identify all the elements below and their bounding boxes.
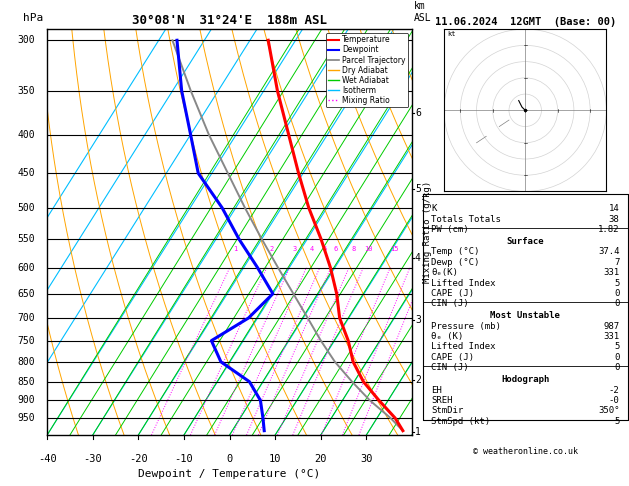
Text: Totals Totals: Totals Totals (431, 215, 501, 224)
Text: Dewpoint / Temperature (°C): Dewpoint / Temperature (°C) (138, 469, 321, 480)
Text: 1: 1 (415, 427, 421, 437)
Text: 2: 2 (270, 246, 274, 252)
Text: 6: 6 (415, 108, 421, 119)
Text: 11.06.2024  12GMT  (Base: 00): 11.06.2024 12GMT (Base: 00) (435, 17, 616, 27)
Text: PW (cm): PW (cm) (431, 225, 469, 234)
Text: 0: 0 (614, 363, 620, 372)
Text: -20: -20 (129, 454, 148, 465)
Text: θₑ(K): θₑ(K) (431, 268, 458, 277)
Text: km
ASL: km ASL (414, 1, 431, 23)
Text: Temp (°C): Temp (°C) (431, 247, 479, 257)
Text: 987: 987 (603, 322, 620, 330)
Text: 4: 4 (415, 253, 421, 262)
Text: 4: 4 (309, 246, 313, 252)
Text: Lifted Index: Lifted Index (431, 343, 496, 351)
Text: θₑ (K): θₑ (K) (431, 332, 463, 341)
Text: CIN (J): CIN (J) (431, 363, 469, 372)
Text: Lifted Index: Lifted Index (431, 278, 496, 288)
Text: 5: 5 (614, 278, 620, 288)
Text: 30°08'N  31°24'E  188m ASL: 30°08'N 31°24'E 188m ASL (132, 14, 327, 27)
Text: -30: -30 (84, 454, 102, 465)
Text: Hodograph: Hodograph (501, 375, 549, 384)
Text: 600: 600 (18, 262, 35, 273)
Text: Dewp (°C): Dewp (°C) (431, 258, 479, 267)
Text: 300: 300 (18, 35, 35, 45)
Text: 900: 900 (18, 396, 35, 405)
Text: 7: 7 (614, 258, 620, 267)
Text: kt: kt (447, 31, 456, 36)
Text: hPa: hPa (23, 13, 43, 23)
Text: 350: 350 (18, 86, 35, 96)
Text: 8: 8 (352, 246, 356, 252)
Text: 14: 14 (609, 204, 620, 213)
Text: 1: 1 (233, 246, 237, 252)
Text: 0: 0 (226, 454, 233, 465)
Text: 15: 15 (391, 246, 399, 252)
Text: K: K (431, 204, 437, 213)
Text: -40: -40 (38, 454, 57, 465)
Text: 2: 2 (415, 375, 421, 385)
Text: 350°: 350° (598, 406, 620, 416)
Text: 950: 950 (18, 413, 35, 423)
Text: -10: -10 (175, 454, 193, 465)
Text: 0: 0 (614, 289, 620, 298)
Text: EH: EH (431, 385, 442, 395)
Text: CAPE (J): CAPE (J) (431, 353, 474, 362)
Text: 38: 38 (609, 215, 620, 224)
Text: StmSpd (kt): StmSpd (kt) (431, 417, 490, 426)
Text: 5: 5 (323, 246, 327, 252)
Text: 0: 0 (614, 353, 620, 362)
Text: 30: 30 (360, 454, 372, 465)
Text: StmDir: StmDir (431, 406, 463, 416)
Text: © weatheronline.co.uk: © weatheronline.co.uk (473, 447, 577, 456)
Text: 750: 750 (18, 336, 35, 346)
Text: -2: -2 (609, 385, 620, 395)
Text: 700: 700 (18, 313, 35, 323)
Text: 800: 800 (18, 357, 35, 367)
Text: 3: 3 (292, 246, 297, 252)
Text: CAPE (J): CAPE (J) (431, 289, 474, 298)
Text: Pressure (mb): Pressure (mb) (431, 322, 501, 330)
Text: 5: 5 (614, 343, 620, 351)
Text: 850: 850 (18, 377, 35, 387)
Text: 450: 450 (18, 168, 35, 178)
Legend: Temperature, Dewpoint, Parcel Trajectory, Dry Adiabat, Wet Adiabat, Isotherm, Mi: Temperature, Dewpoint, Parcel Trajectory… (326, 33, 408, 107)
Text: 400: 400 (18, 130, 35, 139)
Text: CIN (J): CIN (J) (431, 299, 469, 309)
Text: SREH: SREH (431, 396, 452, 405)
Text: 3: 3 (415, 315, 421, 325)
Text: -0: -0 (609, 396, 620, 405)
Text: 6: 6 (334, 246, 338, 252)
Text: 331: 331 (603, 268, 620, 277)
Text: 550: 550 (18, 234, 35, 244)
Text: 650: 650 (18, 289, 35, 299)
Text: 10: 10 (364, 246, 372, 252)
Text: 10: 10 (269, 454, 281, 465)
Text: 331: 331 (603, 332, 620, 341)
Text: 500: 500 (18, 203, 35, 213)
Text: Mixing Ratio (g/kg): Mixing Ratio (g/kg) (423, 181, 432, 283)
Text: 37.4: 37.4 (598, 247, 620, 257)
Text: Surface: Surface (506, 237, 544, 246)
Text: 5: 5 (415, 184, 421, 194)
Text: 0: 0 (614, 299, 620, 309)
Text: Most Unstable: Most Unstable (490, 312, 560, 320)
Text: 20: 20 (314, 454, 327, 465)
Text: 5: 5 (614, 417, 620, 426)
Text: 1.82: 1.82 (598, 225, 620, 234)
